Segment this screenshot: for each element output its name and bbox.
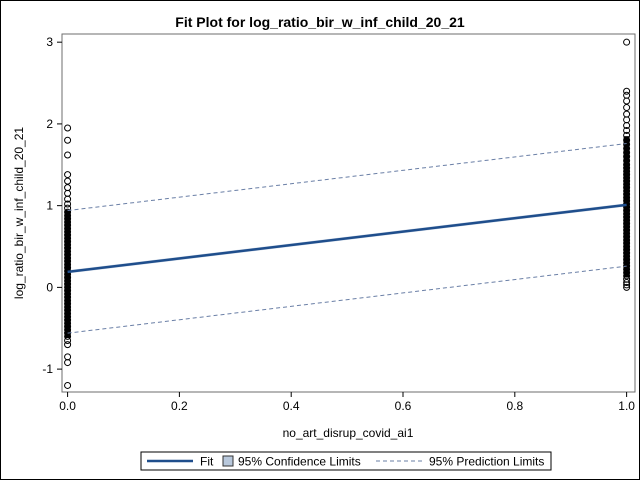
data-point-x0 [64, 151, 72, 159]
data-point-x1 [623, 38, 631, 46]
x-axis: 0.0 0.2 0.4 0.6 0.8 1.0 [59, 392, 635, 413]
legend-confidence-label: 95% Confidence Limits [238, 455, 361, 469]
data-point-x0 [64, 200, 72, 208]
data-point-x0 [64, 124, 72, 132]
y-tick-label: -1 [42, 362, 53, 376]
legend-confidence-swatch [222, 455, 234, 467]
chart-title: Fit Plot for log_ratio_bir_w_inf_child_2… [175, 14, 465, 30]
x-tick-label: 0.6 [395, 399, 412, 413]
data-point-x0 [64, 195, 72, 203]
data-point-x1 [623, 126, 631, 134]
x-tick-label: 0.4 [283, 399, 300, 413]
plot-area [61, 33, 636, 393]
upper-prediction-limit [67, 143, 627, 212]
legend: Fit 95% Confidence Limits 95% Prediction… [140, 451, 552, 471]
data-point-x1 [623, 283, 631, 291]
data-point-x0 [64, 359, 72, 367]
legend-fit-label: Fit [200, 455, 214, 469]
dense-points-x0 [64, 209, 71, 339]
data-point-x0 [64, 136, 72, 144]
data-point-x0 [64, 171, 72, 179]
observation-points [64, 38, 631, 389]
data-point-x1 [623, 278, 631, 286]
y-tick-label: 0 [46, 280, 53, 294]
x-axis-label: no_art_disrup_covid_ai1 [283, 426, 414, 440]
x-tick-label: 1.0 [618, 399, 635, 413]
data-point-x1 [623, 87, 631, 95]
data-point-x1 [623, 122, 631, 130]
data-point-x0 [64, 381, 72, 389]
data-point-x0 [64, 341, 72, 349]
x-tick-label: 0.2 [171, 399, 188, 413]
lower-prediction-limit [67, 265, 627, 334]
fit-line [67, 203, 627, 274]
legend-prediction-label: 95% Prediction Limits [429, 455, 544, 469]
y-axis: -1 0 1 2 3 [42, 35, 62, 376]
legend-box [140, 451, 552, 471]
data-point-x1 [623, 281, 631, 289]
y-tick-label: 2 [46, 117, 53, 131]
fit-lines [67, 143, 627, 334]
data-point-x0 [64, 177, 72, 185]
y-axis-label: log_ratio_bir_w_inf_child_20_21 [12, 127, 26, 299]
y-tick-label: 3 [46, 35, 53, 49]
data-point-x1 [623, 104, 631, 112]
x-tick-label: 0.0 [59, 399, 76, 413]
x-tick-label: 0.8 [506, 399, 523, 413]
dense-points-x1 [623, 136, 630, 278]
y-tick-label: 1 [46, 199, 53, 213]
data-point-x1 [623, 97, 631, 105]
